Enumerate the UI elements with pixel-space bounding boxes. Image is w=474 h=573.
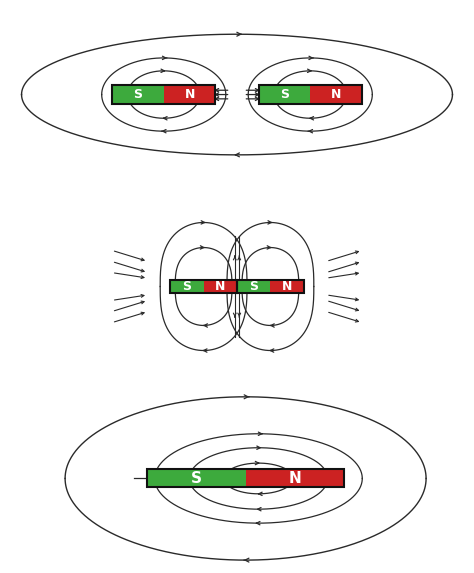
Bar <box>270 280 304 293</box>
Bar <box>204 280 237 293</box>
Text: N: N <box>282 280 292 293</box>
Bar <box>258 85 310 104</box>
Text: S: S <box>249 280 258 293</box>
Bar <box>112 85 164 104</box>
Text: S: S <box>182 280 191 293</box>
Text: N: N <box>289 471 301 486</box>
Text: N: N <box>184 88 195 101</box>
Bar <box>237 280 304 293</box>
Bar <box>170 280 204 293</box>
Bar <box>147 469 246 488</box>
Text: S: S <box>280 88 289 101</box>
Bar <box>237 280 270 293</box>
Bar <box>170 280 237 293</box>
Bar <box>246 469 345 488</box>
Bar <box>147 469 345 488</box>
Text: S: S <box>191 471 201 486</box>
Bar <box>112 85 216 104</box>
Bar <box>164 85 216 104</box>
Bar <box>310 85 362 104</box>
Text: N: N <box>215 280 226 293</box>
Bar <box>258 85 362 104</box>
Text: S: S <box>133 88 142 101</box>
Text: N: N <box>331 88 341 101</box>
